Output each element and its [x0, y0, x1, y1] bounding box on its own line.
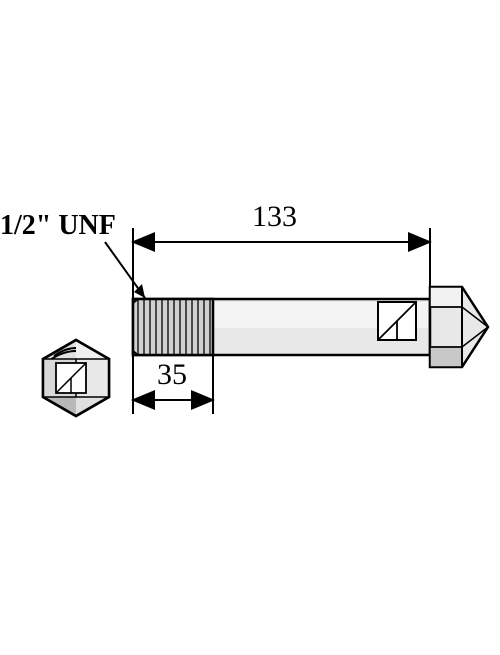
total-length-value: 133	[252, 200, 297, 234]
lock-nut	[43, 340, 109, 416]
grade-mark-head	[378, 302, 416, 340]
bolt-hex-head	[430, 287, 488, 367]
thread-spec-label: 1/2" UNF	[0, 210, 116, 242]
drawing-svg	[0, 0, 500, 650]
thread-length-value: 35	[157, 358, 187, 392]
thread-label-leader	[105, 242, 145, 298]
dimension-total-length	[133, 228, 430, 298]
bolt-threads	[133, 299, 213, 355]
technical-drawing: 1/2" UNF 133 35	[0, 0, 500, 650]
